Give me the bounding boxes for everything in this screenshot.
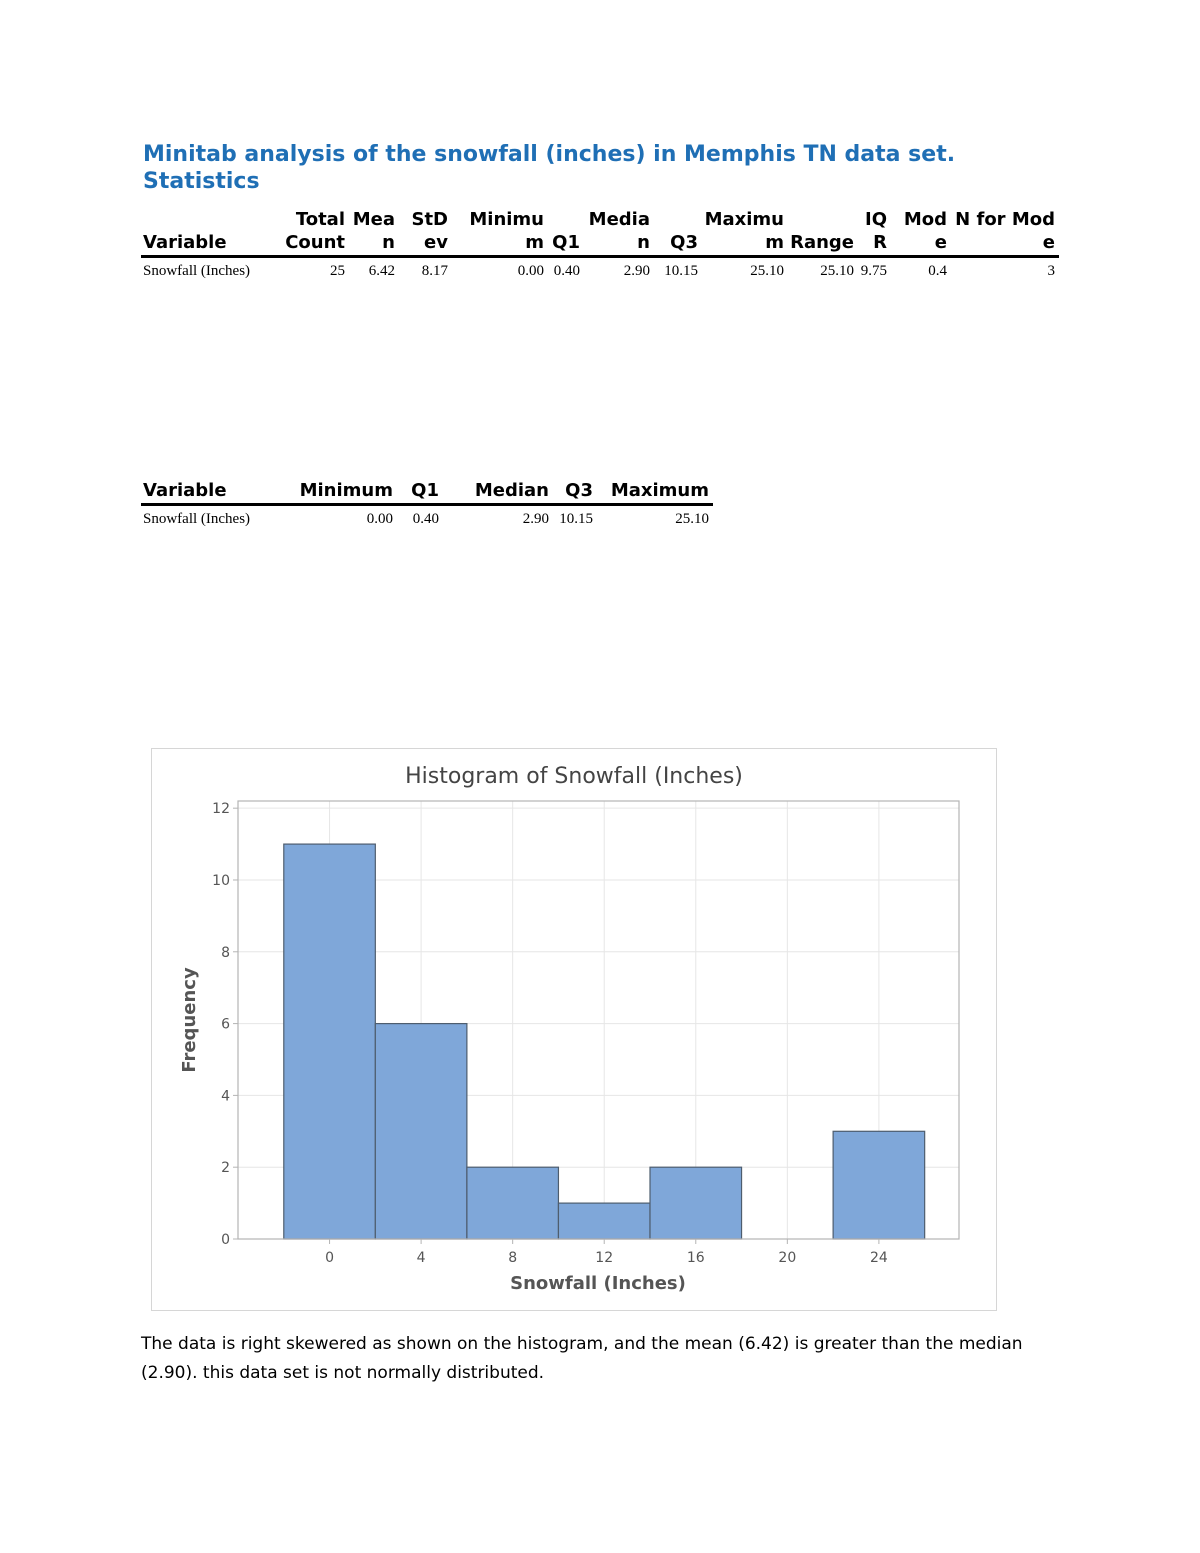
x-tick-label: 4 [417, 1250, 426, 1266]
column-header: Minimum [297, 479, 397, 506]
table-cell: 2.90 [623, 263, 650, 279]
column-header: Q3 [553, 479, 597, 506]
histogram-bar [649, 1166, 743, 1240]
x-tick-label: 12 [595, 1250, 613, 1266]
plot-frame [237, 800, 960, 1240]
histogram-bar [283, 843, 376, 1240]
column-header: Median [443, 479, 553, 506]
x-tick-label: 20 [778, 1250, 796, 1266]
column-header: N for Mode [951, 208, 1059, 258]
column-header: Mode [891, 208, 951, 258]
y-tick-label: 12 [212, 801, 230, 817]
conclusion-paragraph: The data is right skewered as shown on t… [141, 1334, 1023, 1383]
column-header: StDev [399, 208, 452, 258]
five-number-summary-table: Variable Minimum Q1 Median Q3 Maximum Sn… [141, 479, 713, 529]
column-header: Variable [141, 208, 277, 258]
column-header: Q3 [654, 208, 702, 258]
x-tick-label: 24 [870, 1250, 888, 1266]
histogram-bar [466, 1166, 560, 1240]
x-tick-label: 16 [687, 1250, 705, 1266]
table-header-row: Variable Minimum Q1 Median Q3 Maximum [141, 479, 713, 506]
table-cell: 2.90 [522, 511, 549, 527]
table-cell: 6.42 [368, 263, 395, 279]
table-cell: 0.00 [517, 263, 544, 279]
title-line-1: Minitab analysis of the snowfall (inches… [143, 142, 956, 167]
histogram-bar [374, 1022, 468, 1240]
table-cell: 25.10 [820, 263, 854, 279]
x-tick-label: 0 [325, 1250, 334, 1266]
y-tick-label: 8 [221, 945, 230, 961]
column-header: Variable [141, 479, 297, 506]
table-cell: 25.10 [750, 263, 784, 279]
table-cell: 3 [1047, 263, 1056, 279]
table-header-row: Variable Total Count Mean StDev Minimum … [141, 208, 1059, 258]
y-tick-label: 4 [221, 1088, 230, 1104]
chart-title: Histogram of Snowfall (Inches) [405, 764, 743, 789]
table-cell: 10.15 [664, 263, 698, 279]
table-cell: 0.40 [553, 263, 580, 279]
y-tick-label: 10 [212, 873, 230, 889]
table-cell: Snowfall (Inches) [143, 511, 251, 527]
descriptive-statistics-table: Variable Total Count Mean StDev Minimum … [141, 208, 1059, 281]
y-tick-label: 2 [221, 1160, 230, 1176]
table-cell: 25.10 [675, 511, 709, 527]
column-header: Q1 [548, 208, 584, 258]
column-header: Minimum [452, 208, 548, 258]
y-tick-label: 0 [221, 1232, 230, 1248]
column-header: Median [584, 208, 654, 258]
table-cell: 0.4 [928, 263, 947, 279]
table-cell: 0.40 [412, 511, 439, 527]
column-header: Q1 [397, 479, 443, 506]
x-axis-label: Snowfall (Inches) [510, 1273, 686, 1294]
histogram-bar [557, 1202, 651, 1240]
table-cell: 0.00 [366, 511, 393, 527]
table-cell: 9.75 [860, 263, 887, 279]
column-header: IQR [858, 208, 891, 258]
table-cell: 10.15 [559, 511, 593, 527]
column-header: Mean [349, 208, 399, 258]
column-header: Range [788, 208, 858, 258]
table-cell: Snowfall (Inches) [143, 263, 251, 279]
column-header: Maximum [597, 479, 713, 506]
table-cell: 8.17 [421, 263, 448, 279]
title-line-2: Statistics [143, 169, 260, 194]
table-row: Snowfall (Inches) 0.00 0.40 2.90 10.15 2… [141, 505, 713, 530]
y-tick-label: 6 [221, 1017, 230, 1033]
table-row: Snowfall (Inches) 25 6.42 8.17 0.00 0.40… [141, 257, 1059, 282]
table-cell: 25 [330, 263, 345, 279]
y-axis-label: Frequency [179, 967, 200, 1073]
column-header: Maximum [702, 208, 788, 258]
document-title: Minitab analysis of the snowfall (inches… [143, 141, 1143, 195]
column-header: Total Count [277, 208, 349, 258]
histogram-bar [832, 1130, 926, 1240]
x-tick-label: 8 [508, 1250, 517, 1266]
histogram-chart: 0 2 4 6 8 10 12 0 4 8 12 16 20 24 Histogram of Snowfal… [151, 748, 997, 1311]
